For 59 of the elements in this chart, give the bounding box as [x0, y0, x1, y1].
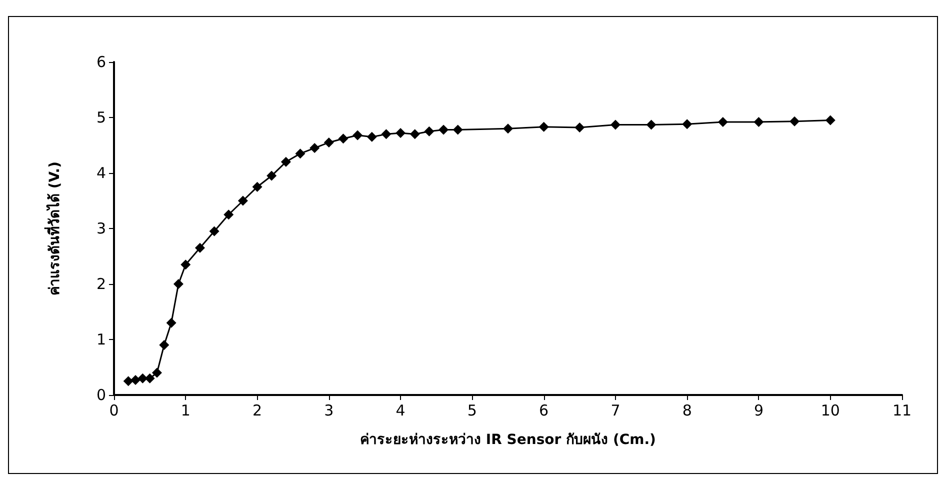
x-tick-label: 10	[820, 402, 840, 420]
y-tick-label: 0	[96, 386, 106, 404]
point	[130, 375, 140, 386]
point	[180, 260, 191, 270]
y-axis-title: ค่าแรงดันที่วัดได้ (V.)	[44, 161, 63, 296]
x-tick-label: 11	[892, 402, 912, 420]
point	[396, 128, 406, 138]
point	[538, 122, 549, 132]
point	[295, 148, 306, 159]
point	[209, 226, 220, 236]
y-tick-label: 5	[96, 108, 106, 126]
y-tick-label: 4	[96, 164, 106, 182]
x-tick-label: 4	[396, 402, 406, 420]
point	[338, 134, 348, 144]
point	[610, 120, 620, 130]
point	[159, 340, 170, 350]
x-axis-title: ค่าระยะห่างระหว่าง IR Sensor กับผนัง (Cm.)	[360, 432, 656, 448]
point	[424, 126, 434, 136]
point	[310, 143, 320, 154]
point	[224, 210, 234, 220]
point	[718, 116, 728, 127]
point	[123, 376, 134, 386]
point	[238, 196, 248, 206]
x-tick-label: 0	[109, 402, 119, 420]
point	[252, 182, 262, 192]
point	[324, 137, 334, 148]
point	[410, 129, 420, 140]
point	[152, 368, 162, 378]
point	[173, 279, 184, 289]
point	[366, 132, 377, 142]
point	[825, 115, 836, 126]
point	[194, 242, 205, 253]
point	[166, 318, 176, 328]
y-tick-label: 6	[96, 53, 106, 71]
x-tick-label: 1	[180, 402, 190, 420]
x-tick-label: 5	[467, 402, 477, 420]
point	[144, 373, 155, 384]
x-tick-label: 3	[324, 402, 334, 420]
point	[381, 129, 392, 140]
y-tick-label: 1	[96, 330, 106, 348]
x-tick-label: 9	[754, 402, 764, 420]
point	[754, 116, 764, 127]
y-tick-label: 3	[96, 220, 106, 238]
point	[138, 373, 148, 384]
x-tick-label: 6	[539, 402, 549, 420]
point	[574, 122, 585, 132]
x-tick-label: 2	[252, 402, 262, 420]
point	[790, 116, 800, 126]
point	[452, 124, 463, 135]
y-tick-label: 2	[96, 275, 106, 293]
point	[352, 130, 363, 140]
point	[503, 124, 513, 134]
x-tick-label: 8	[682, 402, 692, 420]
point	[438, 124, 449, 135]
point	[682, 119, 692, 130]
point	[280, 156, 291, 167]
point	[646, 120, 656, 130]
x-tick-label: 7	[610, 402, 620, 420]
point	[266, 170, 277, 181]
